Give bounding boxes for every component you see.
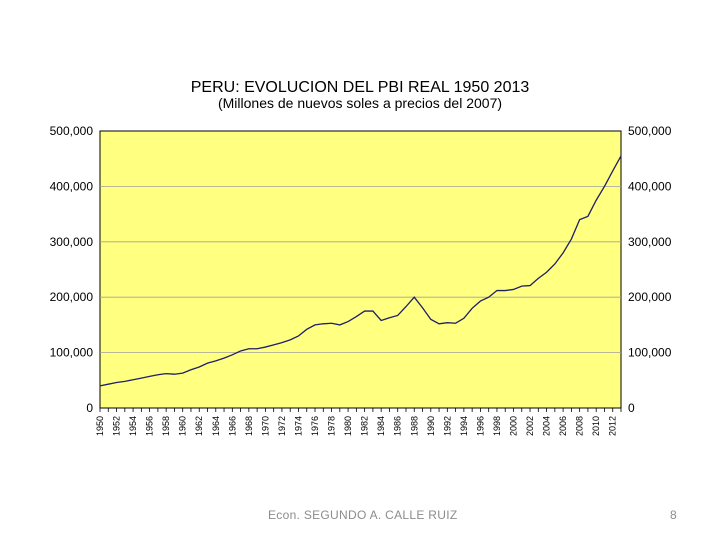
right-y-axis: 0 100,000 200,000 300,000 400,000 500,000	[628, 124, 672, 415]
x-tick-label: 1952	[112, 416, 122, 436]
y-tick-label-right: 400,000	[628, 179, 672, 193]
x-tick-label: 2010	[591, 416, 601, 436]
x-tick-label: 1966	[227, 416, 237, 436]
y-tick-label-right: 300,000	[628, 235, 672, 249]
grid-lines	[100, 185, 621, 354]
x-tick-label: 1960	[178, 416, 188, 436]
chart-canvas: PERU: EVOLUCION DEL PBI REAL 1950 2013 (…	[50, 79, 672, 436]
x-tick-label: 1970	[260, 416, 270, 436]
plot-area	[99, 130, 622, 409]
y-tick-label-left: 0	[86, 401, 93, 415]
y-tick-label-left: 300,000	[50, 235, 94, 249]
y-tick-label-right: 0	[628, 401, 635, 415]
x-tick-label: 1968	[244, 416, 254, 436]
y-tick-label-left: 500,000	[50, 124, 94, 138]
x-tick-label: 1974	[293, 416, 303, 436]
chart-title: PERU: EVOLUCION DEL PBI REAL 1950 2013	[191, 79, 530, 96]
x-tick-label: 1986	[393, 416, 403, 436]
x-tick-label: 1998	[492, 416, 502, 436]
x-tick-label: 2008	[575, 416, 585, 436]
x-tick-label: 1956	[145, 416, 155, 436]
y-tick-label-left: 400,000	[50, 179, 94, 193]
x-tick-label: 1972	[277, 416, 287, 436]
x-tick-label: 1984	[376, 416, 386, 436]
x-tick-label: 1954	[128, 416, 138, 436]
y-tick-label-left: 200,000	[50, 290, 94, 304]
x-tick-label: 1962	[194, 416, 204, 436]
x-tick-label: 1990	[426, 416, 436, 436]
y-tick-label-right: 500,000	[628, 124, 672, 138]
x-axis: 1950 1952 1954 1956 1958 1960 1962 1964 1966 1968…	[95, 408, 622, 436]
x-tick-label: 2004	[542, 416, 552, 436]
y-tick-label-right: 100,000	[628, 346, 672, 360]
x-tick-label: 1964	[211, 416, 221, 436]
x-tick-label: 1988	[409, 416, 419, 436]
x-tick-label: 1996	[475, 416, 485, 436]
x-tick-label: 2002	[525, 416, 535, 436]
y-tick-label-left: 100,000	[50, 346, 94, 360]
x-tick-label: 1992	[442, 416, 452, 436]
x-tick-label: 2006	[558, 416, 568, 436]
x-tick-label: 1950	[95, 416, 105, 436]
y-tick-label-right: 200,000	[628, 290, 672, 304]
footer-author: Econ. SEGUNDO A. CALLE RUIZ	[268, 508, 458, 522]
x-tick-label: 1994	[459, 416, 469, 436]
series-line-pbi	[99, 155, 622, 387]
x-tick-label: 1980	[343, 416, 353, 436]
chart-subtitle: (Millones de nuevos soles a precios del …	[218, 95, 502, 111]
x-tick-label: 1958	[161, 416, 171, 436]
x-tick-label: 1976	[310, 416, 320, 436]
x-tick-label: 2000	[508, 416, 518, 436]
x-tick-label: 2012	[608, 416, 618, 436]
page-number: 8	[670, 508, 677, 522]
left-y-axis: 0 100,000 200,000 300,000 400,000 500,000	[50, 124, 94, 415]
x-tick-label: 1978	[327, 416, 337, 436]
x-tick-label: 1982	[360, 416, 370, 436]
